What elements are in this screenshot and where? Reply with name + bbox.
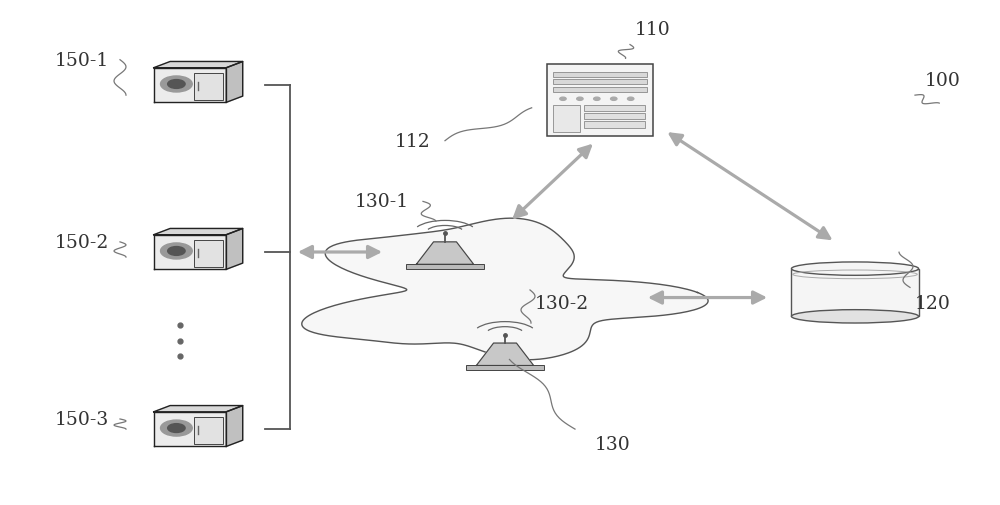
Bar [553, 88, 647, 93]
Bar [547, 65, 653, 137]
Text: 112: 112 [395, 132, 431, 150]
Circle shape [628, 98, 634, 101]
Circle shape [161, 77, 192, 93]
Bar [553, 73, 647, 78]
Polygon shape [416, 242, 474, 265]
Bar [406, 265, 484, 270]
Circle shape [577, 98, 583, 101]
Circle shape [560, 98, 566, 101]
Text: 150-1: 150-1 [55, 52, 109, 70]
Circle shape [168, 80, 185, 89]
Ellipse shape [791, 263, 919, 276]
Circle shape [611, 98, 617, 101]
Text: 100: 100 [925, 72, 961, 90]
Bar [194, 417, 223, 444]
Polygon shape [154, 406, 243, 412]
Circle shape [161, 243, 192, 260]
Bar [584, 114, 645, 120]
Polygon shape [226, 62, 243, 103]
Polygon shape [476, 343, 534, 366]
Circle shape [594, 98, 600, 101]
Circle shape [168, 424, 185, 433]
Bar [194, 240, 223, 267]
Bar [553, 106, 580, 133]
Text: 130: 130 [595, 435, 631, 453]
Ellipse shape [791, 310, 919, 323]
Bar [466, 366, 544, 371]
Polygon shape [154, 69, 226, 103]
Bar [553, 80, 647, 85]
Bar [791, 269, 919, 317]
Polygon shape [226, 406, 243, 446]
Bar [584, 122, 645, 128]
Polygon shape [154, 229, 243, 235]
Polygon shape [154, 235, 226, 270]
Polygon shape [154, 62, 243, 69]
Text: 150-3: 150-3 [55, 410, 109, 428]
Text: 150-2: 150-2 [55, 233, 109, 251]
Text: 110: 110 [635, 21, 671, 39]
Polygon shape [154, 412, 226, 446]
Polygon shape [302, 219, 708, 360]
Bar [194, 73, 223, 100]
Bar [584, 106, 645, 112]
Text: 130-2: 130-2 [535, 294, 589, 312]
Text: 120: 120 [915, 294, 951, 312]
Polygon shape [226, 229, 243, 270]
Text: 130-1: 130-1 [355, 193, 409, 211]
Circle shape [161, 420, 192, 436]
Circle shape [168, 247, 185, 256]
